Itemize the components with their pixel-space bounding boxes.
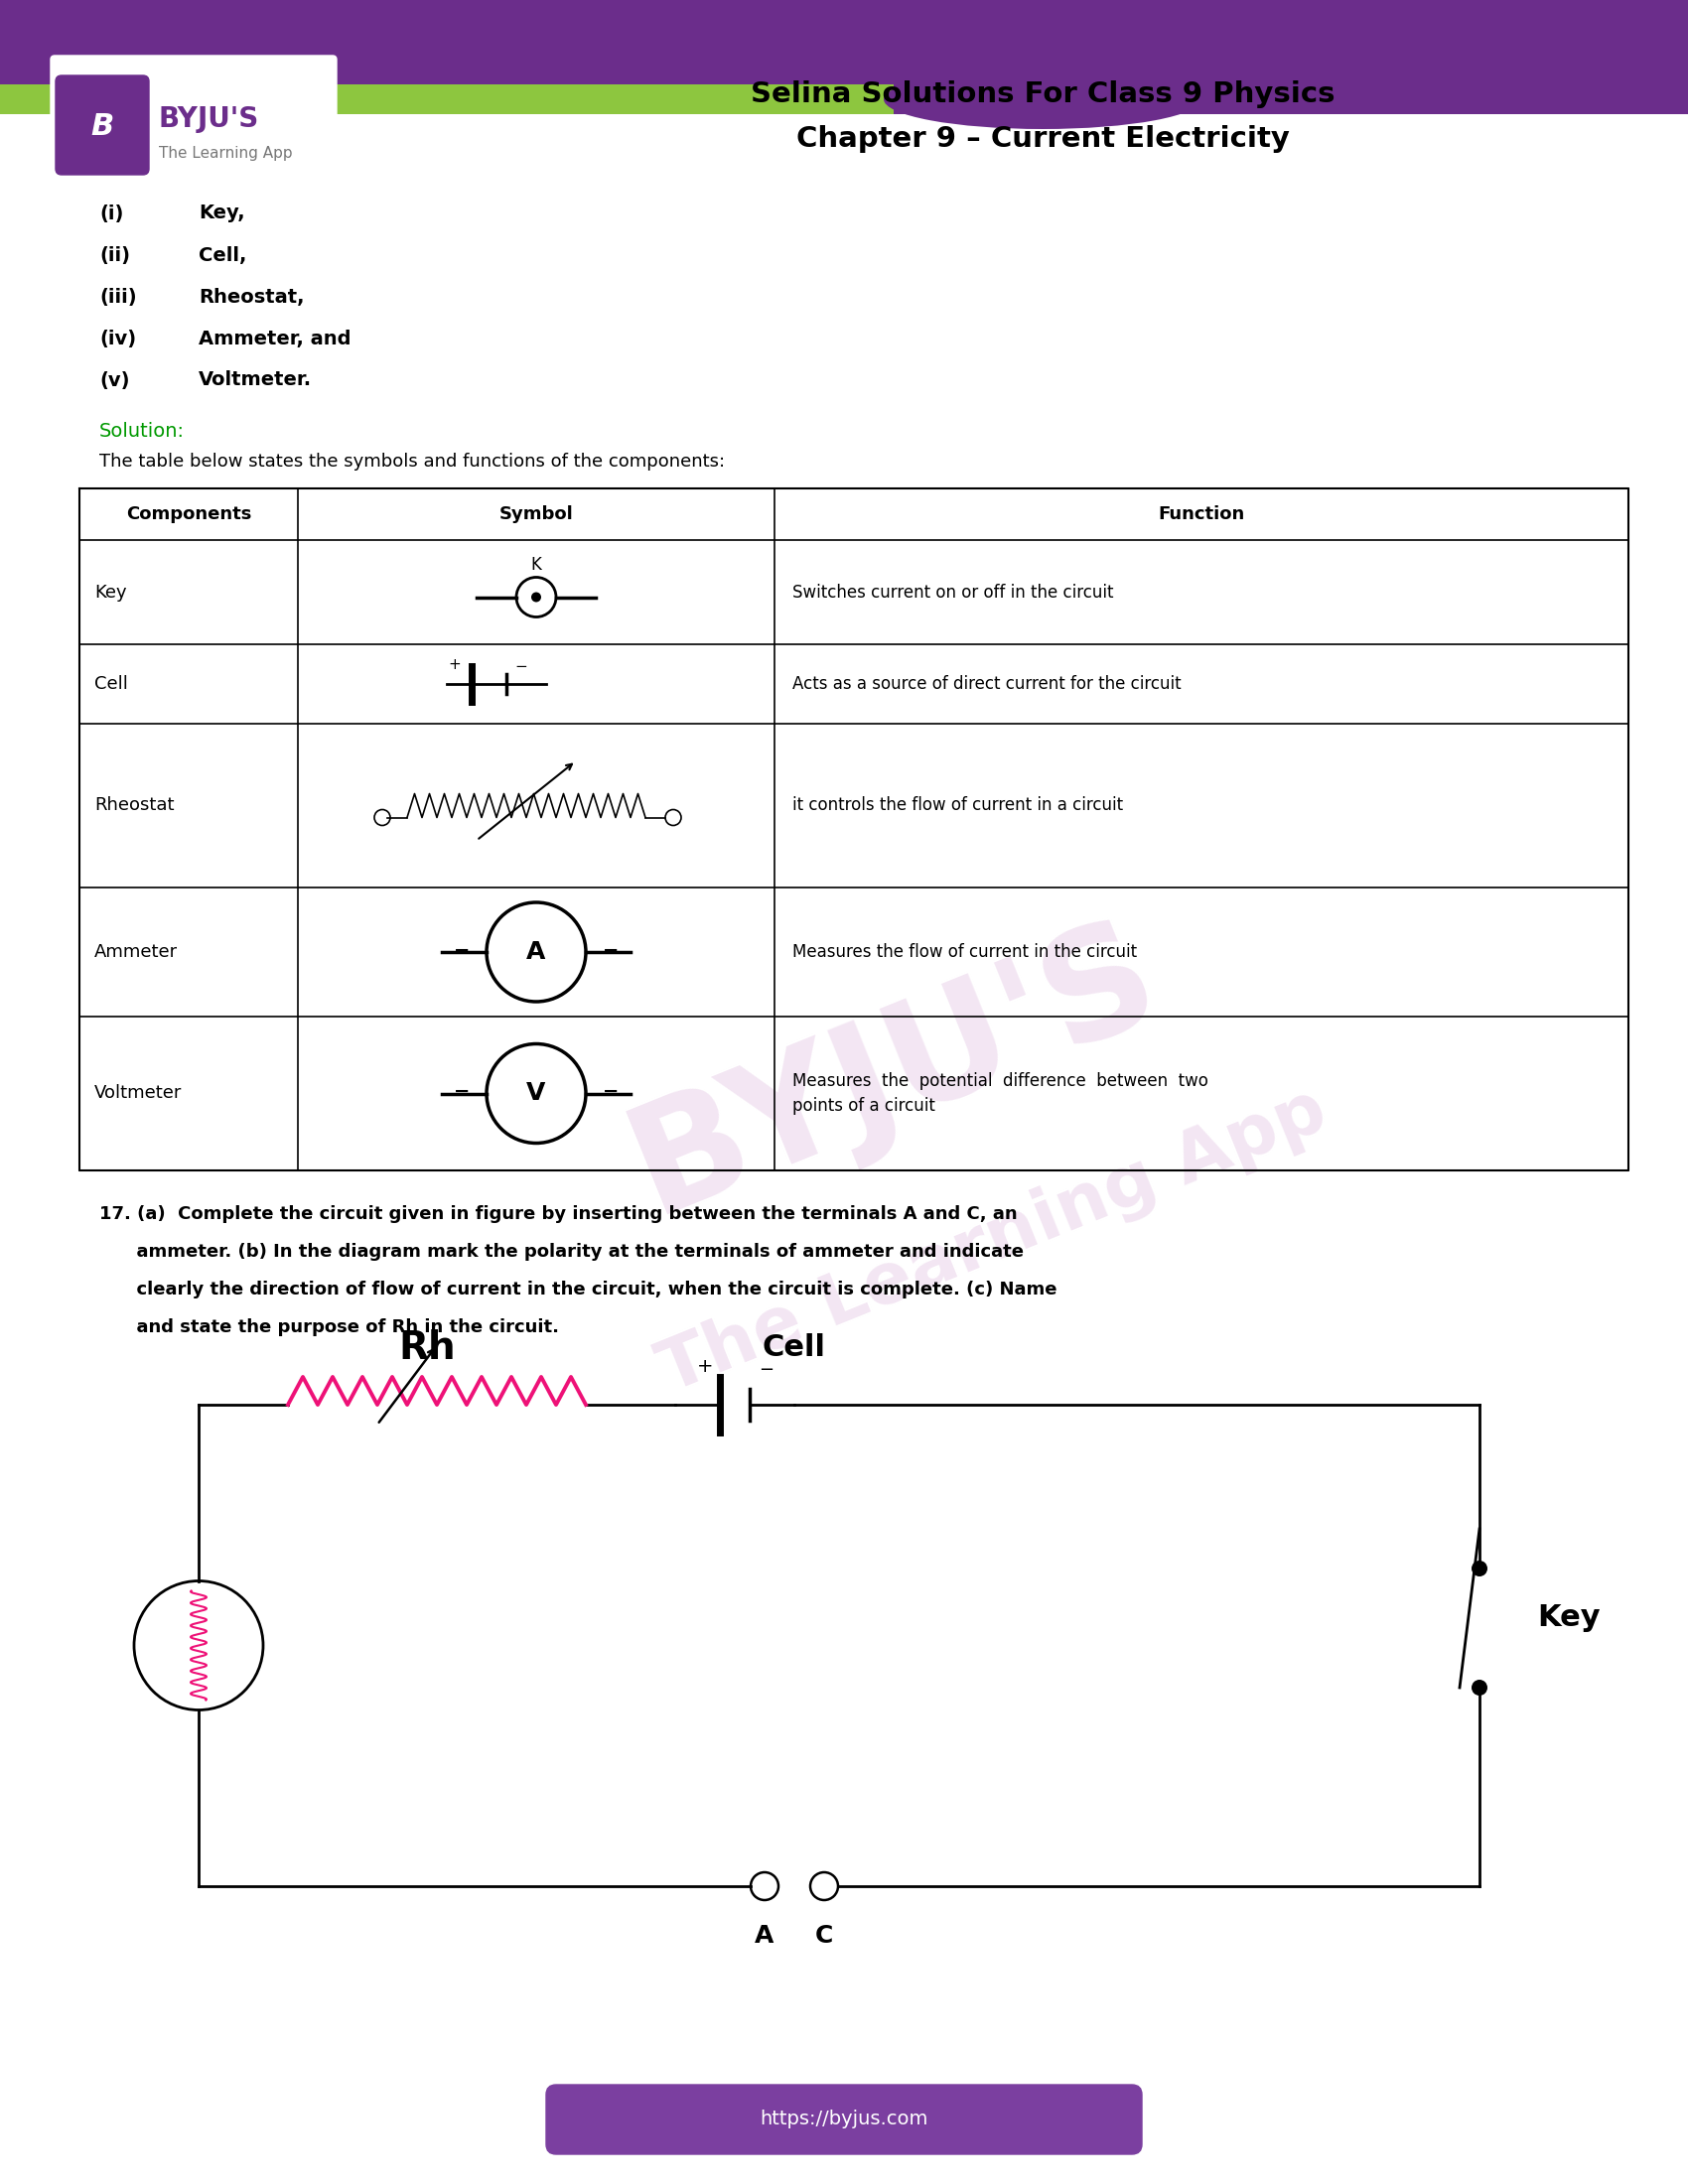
Text: (ii): (ii) — [100, 247, 130, 264]
Text: Rheostat: Rheostat — [95, 797, 174, 815]
Text: (v): (v) — [100, 371, 130, 389]
Text: Cell: Cell — [95, 675, 128, 692]
Text: K: K — [530, 555, 542, 572]
Text: Cell: Cell — [763, 1334, 825, 1363]
Text: −: − — [515, 660, 528, 673]
Text: Voltmeter.: Voltmeter. — [199, 371, 312, 389]
Polygon shape — [893, 74, 1688, 114]
Text: (i): (i) — [100, 203, 123, 223]
Polygon shape — [0, 85, 1688, 114]
Text: BYJU'S: BYJU'S — [159, 105, 260, 133]
Text: +: + — [697, 1358, 712, 1376]
Text: −: − — [603, 941, 619, 959]
Text: Symbol: Symbol — [500, 505, 574, 524]
Text: Components: Components — [127, 505, 252, 524]
Text: Key: Key — [1538, 1603, 1600, 1634]
Text: Solution:: Solution: — [100, 422, 184, 441]
Text: Switches current on or off in the circuit: Switches current on or off in the circui… — [792, 583, 1114, 601]
Text: −: − — [603, 1081, 619, 1101]
Text: Chapter 9 – Current Electricity: Chapter 9 – Current Electricity — [797, 124, 1290, 153]
Text: Ammeter: Ammeter — [95, 943, 177, 961]
FancyBboxPatch shape — [56, 76, 149, 175]
Circle shape — [1472, 1679, 1487, 1695]
Text: Acts as a source of direct current for the circuit: Acts as a source of direct current for t… — [792, 675, 1182, 692]
Text: (iii): (iii) — [100, 288, 137, 306]
Text: A: A — [527, 939, 545, 963]
Text: Selina Solutions For Class 9 Physics: Selina Solutions For Class 9 Physics — [751, 81, 1335, 109]
Text: https://byjus.com: https://byjus.com — [760, 2110, 928, 2129]
Ellipse shape — [885, 70, 1202, 129]
Text: Ammeter, and: Ammeter, and — [199, 330, 351, 347]
Text: C: C — [815, 1924, 834, 1948]
FancyBboxPatch shape — [547, 2086, 1141, 2153]
Text: Cell,: Cell, — [199, 247, 246, 264]
Circle shape — [1472, 1562, 1487, 1577]
Text: clearly the direction of flow of current in the circuit, when the circuit is com: clearly the direction of flow of current… — [100, 1280, 1057, 1299]
Text: −: − — [454, 1081, 469, 1101]
Text: B: B — [91, 114, 113, 142]
Text: it controls the flow of current in a circuit: it controls the flow of current in a cir… — [792, 797, 1123, 815]
Text: Measures  the  potential  difference  between  two
points of a circuit: Measures the potential difference betwee… — [792, 1072, 1209, 1114]
Text: BYJU'S: BYJU'S — [609, 900, 1178, 1245]
Text: Voltmeter: Voltmeter — [95, 1085, 182, 1103]
Text: (iv): (iv) — [100, 330, 137, 347]
Text: A: A — [755, 1924, 775, 1948]
Circle shape — [532, 592, 542, 603]
Text: Measures the flow of current in the circuit: Measures the flow of current in the circ… — [792, 943, 1138, 961]
Text: and state the purpose of Rh in the circuit.: and state the purpose of Rh in the circu… — [100, 1319, 559, 1337]
Text: The Learning App: The Learning App — [650, 1075, 1337, 1406]
Text: +: + — [449, 657, 461, 673]
Text: The Learning App: The Learning App — [159, 146, 292, 162]
Text: The table below states the symbols and functions of the components:: The table below states the symbols and f… — [100, 452, 724, 470]
Text: 17. (a)  Complete the circuit given in figure by inserting between the terminals: 17. (a) Complete the circuit given in fi… — [100, 1206, 1018, 1223]
Text: Rh: Rh — [398, 1330, 456, 1367]
Text: V: V — [527, 1081, 545, 1105]
Text: Key,: Key, — [199, 203, 245, 223]
Text: −: − — [454, 941, 469, 959]
Text: Rheostat,: Rheostat, — [199, 288, 304, 306]
Text: ammeter. (b) In the diagram mark the polarity at the terminals of ammeter and in: ammeter. (b) In the diagram mark the pol… — [100, 1243, 1023, 1260]
Bar — [0, 0, 1688, 114]
Text: Function: Function — [1158, 505, 1244, 524]
Text: Key: Key — [95, 583, 127, 601]
Text: −: − — [760, 1361, 775, 1378]
FancyBboxPatch shape — [51, 55, 336, 177]
